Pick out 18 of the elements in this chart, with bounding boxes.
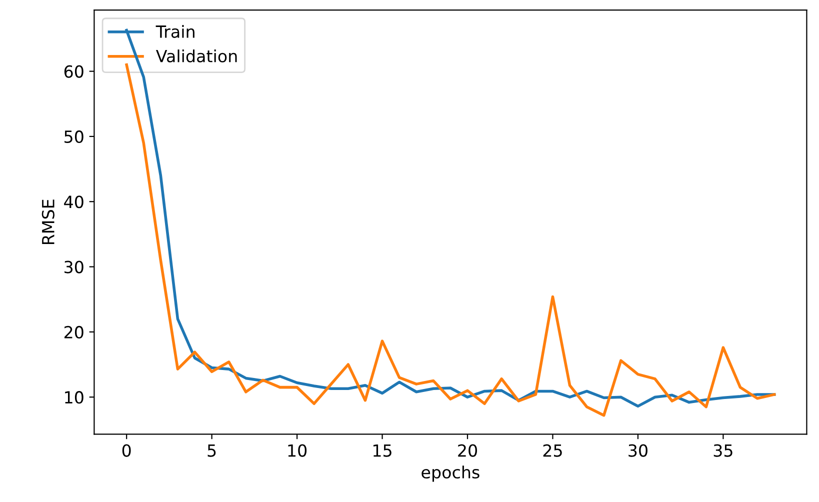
x-tick-label: 10: [288, 444, 307, 457]
y-tick-label: 50: [64, 130, 84, 144]
x-tick-label: 5: [208, 444, 216, 457]
y-axis-title: RMSE: [42, 200, 54, 244]
legend-label: Validation: [156, 50, 237, 62]
y-tick-label: 20: [64, 326, 84, 338]
x-tick-label: 20: [458, 444, 477, 457]
y-tick-label: 60: [64, 65, 84, 78]
legend-label: Train: [156, 25, 194, 38]
x-tick-label: 35: [714, 444, 732, 457]
x-tick-label: 30: [628, 444, 648, 457]
y-tick-label: 10: [65, 391, 84, 404]
y-tick-label: 40: [64, 196, 84, 208]
y-tick-label: 30: [64, 260, 84, 274]
x-tick-label: 0: [122, 444, 131, 457]
x-tick-label: 15: [373, 444, 392, 457]
x-tick-label: 25: [543, 444, 562, 457]
x-axis-title: epochs: [422, 466, 480, 482]
